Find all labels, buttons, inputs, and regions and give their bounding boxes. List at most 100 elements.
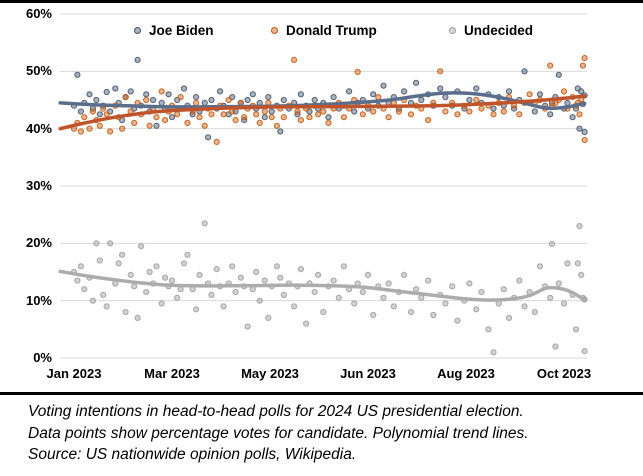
data-point [122, 94, 129, 101]
data-point [177, 94, 184, 101]
data-point [466, 280, 473, 287]
data-point [555, 280, 562, 287]
data-point [261, 108, 268, 115]
legend-label: Joe Biden [149, 23, 214, 38]
data-point [311, 289, 318, 296]
data-point [418, 96, 425, 104]
data-point [437, 68, 444, 75]
data-point [320, 309, 327, 316]
caption-line-1: Voting intentions in head-to-head polls … [28, 403, 524, 420]
data-point [220, 111, 227, 118]
data-point [86, 125, 93, 132]
data-point [297, 91, 304, 98]
data-point [330, 94, 337, 101]
data-point [576, 125, 583, 132]
data-point [213, 266, 220, 273]
data-point [500, 286, 507, 293]
data-point [107, 128, 114, 135]
data-point [555, 71, 562, 78]
gridlines [60, 13, 587, 359]
data-point [574, 260, 581, 267]
data-point [93, 96, 100, 104]
data-point [442, 108, 449, 115]
data-point [265, 94, 272, 101]
data-point [249, 91, 256, 98]
data-point [505, 88, 513, 95]
top-border [0, 0, 643, 3]
data-point [201, 122, 208, 129]
data-point [579, 62, 587, 69]
data-point [346, 88, 353, 95]
data-point [370, 311, 377, 319]
legend-label: Undecided [464, 23, 534, 38]
data-point [280, 114, 287, 121]
data-point [490, 111, 497, 118]
data-point [153, 263, 160, 270]
data-point [174, 294, 181, 301]
data-point [184, 119, 191, 127]
data-point [119, 125, 126, 132]
data-point [370, 108, 377, 115]
data-point [112, 85, 119, 92]
legend-item-undecided: Undecided [449, 23, 533, 38]
data-point [119, 251, 126, 258]
y-tick-label: 20% [25, 235, 52, 251]
data-point [165, 91, 172, 98]
data-point [180, 85, 188, 92]
data-point [531, 309, 538, 316]
data-point [77, 128, 85, 135]
data-point [158, 99, 165, 107]
data-point [168, 277, 176, 284]
chart-plot [58, 13, 588, 359]
data-point [261, 114, 268, 121]
data-point [237, 99, 244, 107]
data-point [330, 277, 337, 284]
data-point [89, 297, 97, 304]
data-point [325, 119, 332, 127]
data-point [249, 286, 256, 293]
data-point [93, 240, 100, 247]
data-point [103, 88, 110, 96]
data-point [241, 114, 248, 121]
data-point [162, 274, 169, 281]
data-point [208, 96, 215, 104]
legend-label: Donald Trump [286, 23, 377, 38]
data-point [473, 96, 480, 104]
donald-trump-trendline [58, 94, 587, 131]
data-point [180, 260, 188, 267]
data-point [413, 286, 420, 293]
data-point [437, 85, 444, 92]
data-point [268, 108, 275, 115]
data-point [466, 96, 473, 104]
data-point [253, 111, 260, 118]
data-point [315, 111, 322, 118]
data-point [77, 263, 85, 270]
data-point [547, 62, 554, 69]
data-point [454, 111, 461, 118]
legend-marker-icon [134, 27, 141, 34]
data-point [325, 114, 332, 121]
data-point [478, 105, 485, 112]
data-point [205, 134, 212, 141]
data-point [478, 289, 485, 296]
data-point [418, 294, 425, 301]
data-point [547, 111, 554, 118]
data-point [253, 268, 260, 276]
data-point [86, 91, 93, 98]
data-point [578, 88, 585, 95]
data-point [268, 114, 275, 121]
joe-biden-trendline [58, 91, 587, 111]
data-point [81, 286, 88, 293]
data-point [77, 108, 85, 115]
data-point [138, 243, 145, 250]
y-tick-label: 60% [25, 6, 52, 21]
data-point [217, 88, 224, 95]
data-point [442, 94, 449, 101]
data-point [351, 300, 358, 307]
data-point [572, 326, 580, 333]
data-point [193, 94, 200, 101]
x-tick-label: Jun 2023 [340, 366, 396, 381]
data-point [442, 300, 449, 307]
data-point [201, 99, 208, 107]
data-point [425, 277, 432, 284]
